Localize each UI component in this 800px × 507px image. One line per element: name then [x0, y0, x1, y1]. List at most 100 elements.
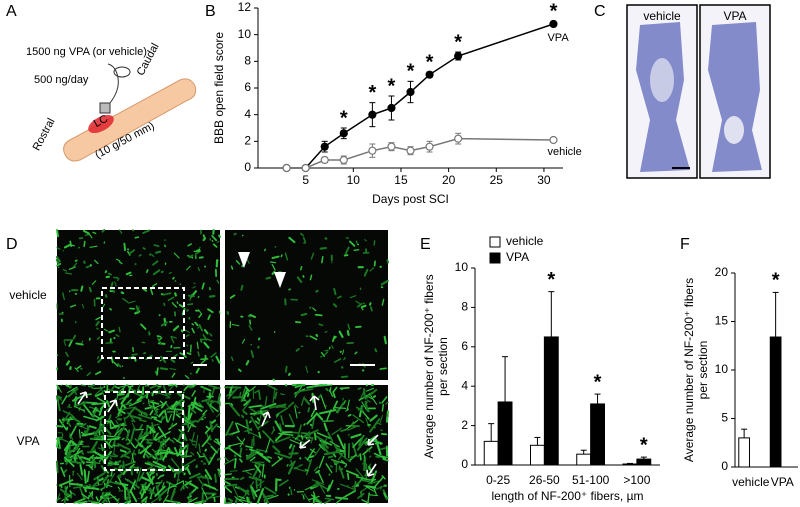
fiber	[159, 474, 165, 478]
fiber	[209, 495, 221, 499]
fiber	[199, 338, 203, 343]
fiber	[344, 246, 350, 255]
fiber	[114, 467, 118, 471]
fiber	[91, 280, 97, 285]
fiber	[264, 396, 268, 407]
fiber	[84, 233, 91, 236]
fiber	[210, 400, 219, 403]
fiber	[311, 437, 314, 440]
fiber	[258, 472, 262, 478]
fiber	[127, 412, 136, 423]
fiber	[141, 496, 148, 502]
fiber	[160, 437, 171, 447]
fiber	[56, 263, 62, 267]
fiber	[308, 455, 315, 459]
fiber	[152, 260, 159, 266]
fiber	[294, 405, 298, 419]
fiber	[59, 483, 63, 488]
fiber	[86, 425, 90, 429]
fiber	[245, 445, 254, 449]
fiber	[174, 402, 182, 408]
fiber	[287, 372, 291, 376]
fiber	[300, 441, 307, 447]
fiber	[246, 392, 250, 398]
fiber	[65, 351, 69, 357]
fiber	[143, 431, 156, 435]
fiber	[65, 450, 72, 465]
arrowheads	[238, 252, 286, 288]
fiber	[198, 309, 202, 314]
fiber	[274, 433, 283, 442]
fiber	[89, 456, 96, 467]
fiber	[329, 465, 334, 468]
fiber	[93, 426, 101, 437]
fiber	[288, 443, 293, 449]
fiber	[129, 463, 135, 469]
fiber	[93, 472, 105, 481]
series-line	[286, 23, 554, 169]
fiber	[233, 232, 237, 236]
fiber	[66, 406, 72, 409]
fiber	[245, 448, 259, 459]
fiber	[313, 466, 319, 472]
fiber	[295, 348, 300, 352]
fiber	[69, 490, 73, 495]
fiber	[216, 279, 220, 284]
y-axis-label: Average number of NF-200⁺ fibers	[422, 274, 436, 458]
fiber	[151, 416, 158, 419]
fiber	[315, 289, 319, 293]
fiber	[96, 355, 100, 360]
fiber	[124, 402, 132, 406]
fiber	[326, 484, 331, 492]
fiber	[288, 460, 296, 467]
legend-swatch	[489, 236, 501, 248]
fiber	[209, 420, 213, 433]
panel-letter: B	[205, 3, 216, 20]
fiber	[76, 472, 83, 481]
fiber	[202, 452, 211, 465]
series-label: vehicle	[547, 146, 581, 158]
fiber	[315, 469, 320, 474]
fiber	[229, 294, 236, 299]
fiber	[193, 400, 199, 406]
y-axis-label: per section	[696, 341, 710, 400]
fiber	[225, 420, 234, 437]
x-tick-label: VPA	[771, 475, 794, 489]
fiber	[80, 451, 85, 455]
fiber	[329, 440, 340, 448]
fiber	[124, 428, 126, 431]
marker	[387, 142, 396, 151]
fiber	[196, 475, 204, 479]
fiber	[296, 424, 302, 441]
fiber	[75, 501, 79, 504]
fiber	[362, 440, 368, 446]
fiber	[380, 442, 383, 445]
fiber	[375, 455, 381, 459]
fiber	[130, 415, 142, 420]
fiber	[271, 270, 276, 275]
fiber	[87, 464, 94, 471]
fiber	[272, 445, 281, 454]
section-label: vehicle	[643, 9, 681, 23]
fiber	[230, 265, 234, 270]
diagram-label: Rostral	[31, 116, 58, 152]
fiber	[189, 439, 196, 443]
fiber	[309, 448, 316, 454]
bar	[497, 401, 513, 466]
fiber	[192, 286, 196, 289]
fiber	[302, 236, 307, 243]
fiber	[315, 412, 324, 421]
fiber	[169, 438, 174, 443]
fiber	[136, 467, 142, 483]
fiber	[216, 457, 221, 461]
series-line	[286, 137, 554, 169]
fiber	[248, 404, 263, 409]
fiber	[95, 496, 99, 502]
fiber	[242, 468, 255, 472]
fiber	[97, 357, 103, 364]
fiber	[235, 422, 240, 433]
fiber	[170, 487, 176, 500]
fiber	[324, 499, 331, 504]
fiber	[61, 411, 71, 425]
fiber	[369, 414, 378, 422]
